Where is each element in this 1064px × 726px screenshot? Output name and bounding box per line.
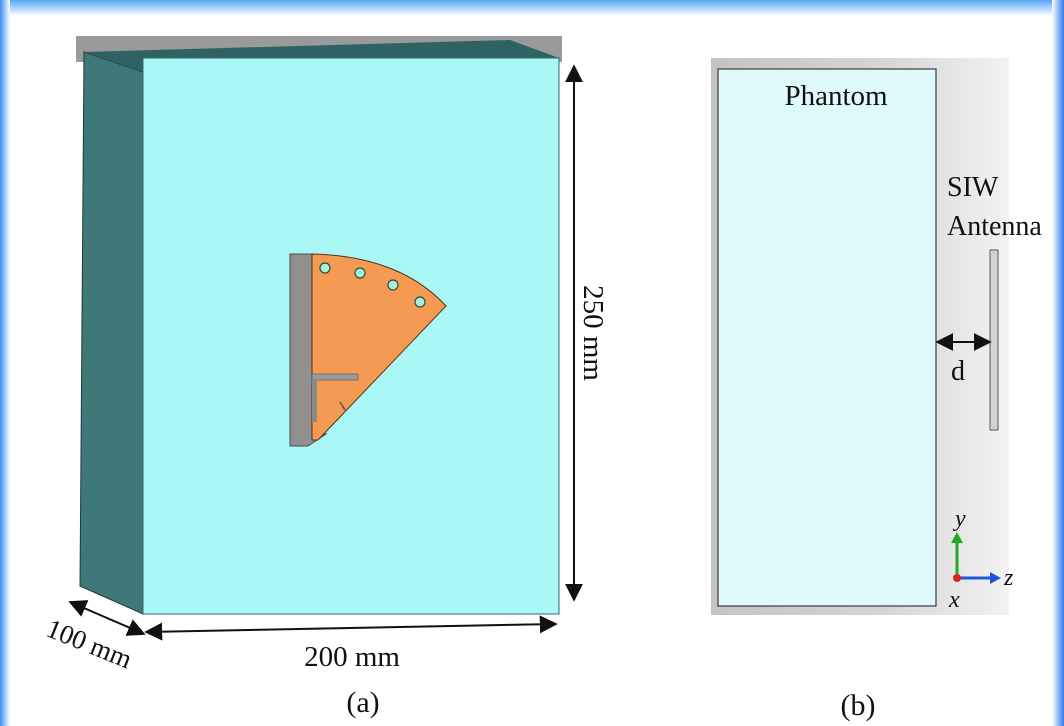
frame-right-band — [1052, 0, 1064, 726]
depth-dimension-label: 100 mm — [42, 613, 136, 674]
width-dimension-arrow — [146, 624, 556, 632]
antenna-feed-line — [312, 380, 317, 422]
antenna-label-antenna: Antenna — [947, 211, 1042, 242]
phantom-side-face — [80, 52, 143, 614]
width-dimension-label: 200 mm — [304, 641, 400, 673]
via-3 — [388, 280, 398, 290]
frame-top-band — [0, 0, 1064, 16]
via-2 — [355, 268, 365, 278]
axis-x-dot — [953, 574, 961, 582]
caption-a: (a) — [346, 686, 379, 719]
via-1 — [320, 263, 330, 273]
panel-a: 250 mm 200 mm 100 mm (a) — [42, 36, 609, 719]
frame-left-band — [0, 0, 10, 726]
height-dimension-label: 250 mm — [577, 285, 609, 381]
axis-x-label: x — [948, 587, 960, 613]
axis-z-label: z — [1003, 565, 1014, 591]
panel-b: Phantom SIW Antenna d y z x (b) — [711, 58, 1042, 722]
siw-antenna-side — [990, 250, 998, 430]
phantom-label: Phantom — [784, 80, 888, 112]
distance-d-label: d — [951, 356, 965, 387]
antenna-label-siw: SIW — [947, 172, 999, 203]
axis-y-label: y — [953, 506, 966, 532]
phantom-block-b — [718, 69, 936, 606]
antenna-slot — [312, 374, 358, 380]
via-4 — [415, 297, 425, 307]
caption-b: (b) — [841, 689, 876, 722]
